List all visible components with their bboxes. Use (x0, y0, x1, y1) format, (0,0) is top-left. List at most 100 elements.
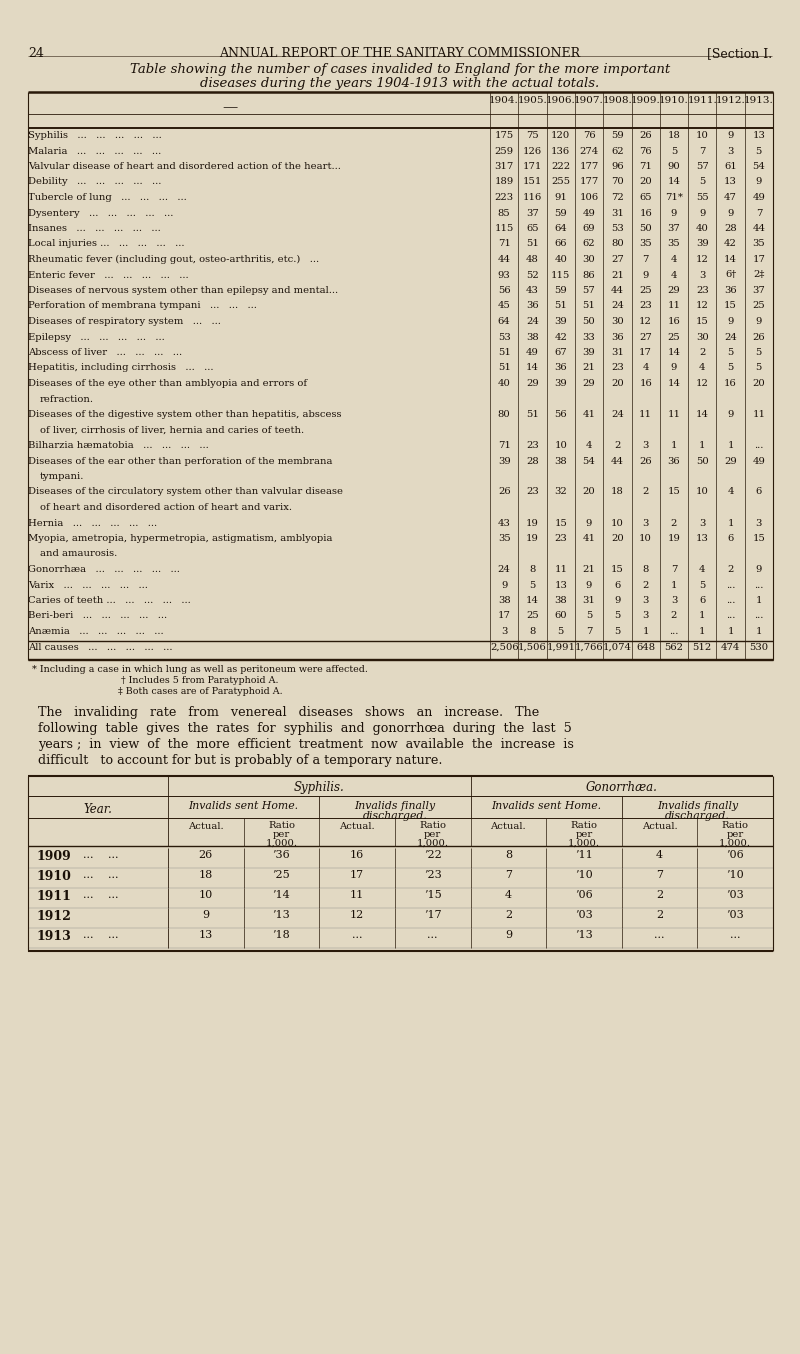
Text: 85: 85 (498, 209, 510, 218)
Text: 5: 5 (558, 627, 564, 636)
Text: 35: 35 (498, 533, 510, 543)
Text: 23: 23 (554, 533, 567, 543)
Text: 18: 18 (198, 871, 213, 880)
Text: 96: 96 (611, 162, 624, 171)
Text: 23: 23 (639, 302, 652, 310)
Text: ’11: ’11 (575, 850, 593, 860)
Text: ’03: ’03 (575, 910, 593, 919)
Text: 1: 1 (727, 627, 734, 636)
Text: ’25: ’25 (273, 871, 290, 880)
Text: ’03: ’03 (726, 890, 744, 900)
Text: 106: 106 (579, 194, 598, 202)
Text: 5: 5 (756, 146, 762, 156)
Text: 51: 51 (526, 410, 539, 418)
Text: 259: 259 (494, 146, 514, 156)
Text: following  table  gives  the  rates  for  syphilis  and  gonorrhœa  during  the : following table gives the rates for syph… (38, 722, 572, 735)
Text: ...: ... (108, 890, 118, 900)
Text: 1911.: 1911. (687, 96, 717, 106)
Text: 11: 11 (639, 410, 652, 418)
Text: 24: 24 (611, 410, 624, 418)
Text: Ratio: Ratio (722, 821, 749, 830)
Text: * Including a case in which lung as well as peritoneum were affected.: * Including a case in which lung as well… (32, 665, 368, 674)
Text: 29: 29 (724, 456, 737, 466)
Text: 26: 26 (639, 456, 652, 466)
Text: 42: 42 (554, 333, 567, 341)
Text: 30: 30 (611, 317, 624, 326)
Text: Ratio: Ratio (419, 821, 446, 830)
Text: Syphilis.: Syphilis. (294, 781, 345, 793)
Text: 9: 9 (756, 317, 762, 326)
Text: 20: 20 (639, 177, 652, 187)
Text: 1905.: 1905. (518, 96, 547, 106)
Text: 1,000.: 1,000. (719, 839, 751, 848)
Text: 12: 12 (350, 910, 364, 919)
Text: 2: 2 (656, 910, 663, 919)
Text: 36: 36 (668, 456, 680, 466)
Text: 2: 2 (505, 910, 512, 919)
Text: 222: 222 (551, 162, 570, 171)
Text: 23: 23 (526, 487, 539, 497)
Text: 55: 55 (696, 194, 709, 202)
Text: 1912: 1912 (36, 910, 71, 923)
Text: 2: 2 (642, 581, 649, 589)
Text: 49: 49 (753, 194, 766, 202)
Text: 512: 512 (693, 643, 712, 651)
Text: 12: 12 (639, 317, 652, 326)
Text: ...: ... (754, 581, 763, 589)
Text: Bilharzia hæmatobia   ...   ...   ...   ...: Bilharzia hæmatobia ... ... ... ... (28, 441, 209, 450)
Text: 51: 51 (582, 302, 595, 310)
Text: 35: 35 (667, 240, 680, 249)
Text: 36: 36 (526, 302, 538, 310)
Text: 24: 24 (498, 565, 510, 574)
Text: Actual.: Actual. (490, 822, 526, 831)
Text: 15: 15 (667, 487, 680, 497)
Text: 116: 116 (523, 194, 542, 202)
Text: 29: 29 (667, 286, 680, 295)
Text: 1,000.: 1,000. (568, 839, 600, 848)
Text: ...: ... (108, 930, 118, 940)
Text: 9: 9 (202, 910, 210, 919)
Text: of liver, cirrhosis of liver, hernia and caries of teeth.: of liver, cirrhosis of liver, hernia and… (40, 425, 304, 435)
Text: discharged.: discharged. (665, 811, 730, 821)
Text: 1,074: 1,074 (603, 643, 632, 651)
Text: ...: ... (730, 930, 741, 940)
Text: Varix   ...   ...   ...   ...   ...: Varix ... ... ... ... ... (28, 581, 148, 589)
Text: 76: 76 (639, 146, 652, 156)
Text: 317: 317 (494, 162, 514, 171)
Text: 14: 14 (724, 255, 737, 264)
Text: 562: 562 (665, 643, 683, 651)
Text: 19: 19 (526, 533, 539, 543)
Text: 40: 40 (554, 255, 567, 264)
Text: 16: 16 (350, 850, 364, 860)
Text: 29: 29 (526, 379, 539, 389)
Text: 175: 175 (494, 131, 514, 139)
Text: 1907.: 1907. (574, 96, 604, 106)
Text: 13: 13 (724, 177, 737, 187)
Text: 45: 45 (498, 302, 510, 310)
Text: 9: 9 (699, 209, 706, 218)
Text: 177: 177 (579, 177, 598, 187)
Text: Myopia, ametropia, hypermetropia, astigmatism, amblyopia: Myopia, ametropia, hypermetropia, astigm… (28, 533, 333, 543)
Text: Debility   ...   ...   ...   ...   ...: Debility ... ... ... ... ... (28, 177, 162, 187)
Text: 38: 38 (498, 596, 510, 605)
Text: ...: ... (670, 627, 678, 636)
Text: Ratio: Ratio (570, 821, 598, 830)
Text: 9: 9 (505, 930, 512, 940)
Text: 36: 36 (554, 363, 567, 372)
Text: 50: 50 (639, 223, 652, 233)
Text: Anæmia   ...   ...   ...   ...   ...: Anæmia ... ... ... ... ... (28, 627, 164, 636)
Text: 9: 9 (586, 519, 592, 528)
Text: ...: ... (654, 930, 665, 940)
Text: 15: 15 (724, 302, 737, 310)
Text: 10: 10 (696, 487, 709, 497)
Text: 5: 5 (614, 612, 621, 620)
Text: ...: ... (754, 612, 763, 620)
Text: 26: 26 (198, 850, 213, 860)
Text: 41: 41 (582, 410, 595, 418)
Text: 59: 59 (611, 131, 624, 139)
Text: 57: 57 (696, 162, 709, 171)
Text: ’22: ’22 (424, 850, 442, 860)
Text: 80: 80 (611, 240, 624, 249)
Text: 7: 7 (699, 146, 706, 156)
Text: 23: 23 (526, 441, 539, 450)
